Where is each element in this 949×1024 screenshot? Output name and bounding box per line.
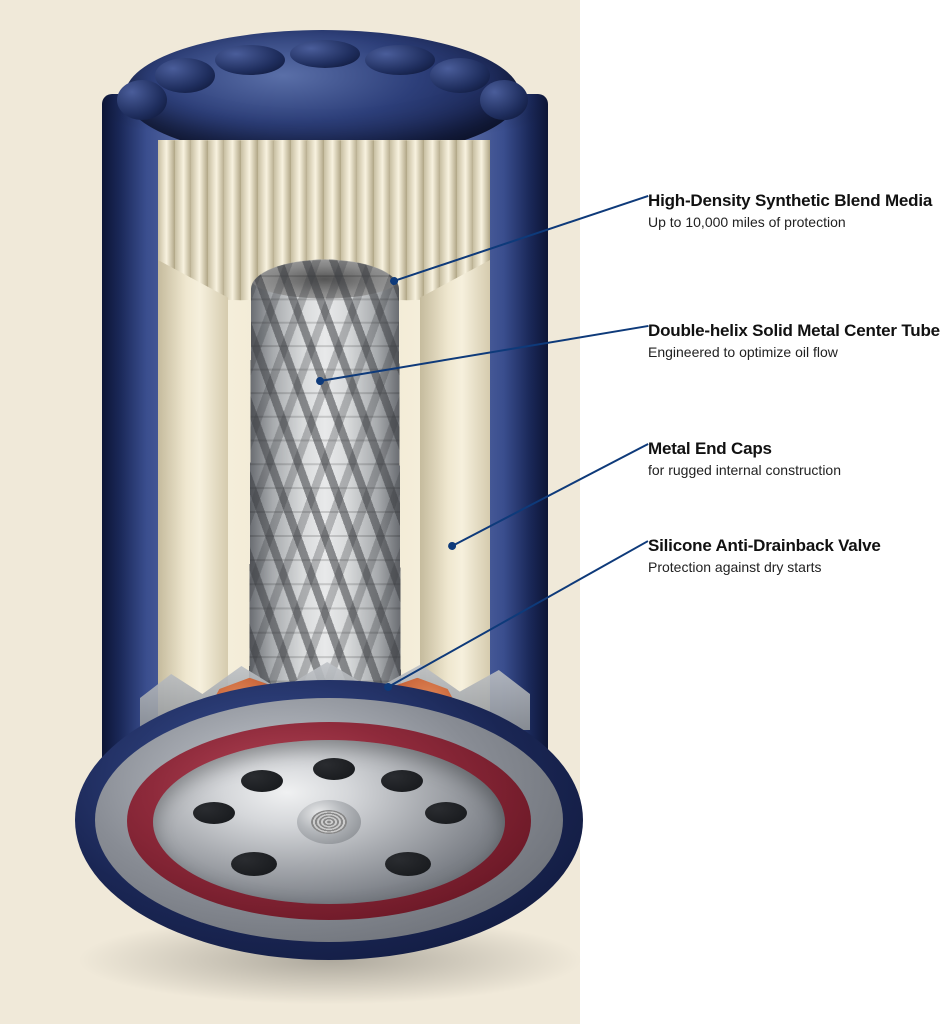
callout-tube-title: Double-helix Solid Metal Center Tube [648, 320, 948, 341]
canister-grip-flutes [125, 50, 520, 150]
bottom-assembly [75, 680, 583, 990]
callout-media-title: High-Density Synthetic Blend Media [648, 190, 948, 211]
filter-media-right-panel [420, 260, 490, 730]
callout-media: High-Density Synthetic Blend Media Up to… [648, 190, 948, 231]
callout-valve-desc: Protection against dry starts [648, 558, 948, 576]
callout-endcaps-title: Metal End Caps [648, 438, 948, 459]
callout-tube-desc: Engineered to optimize oil flow [648, 343, 948, 361]
callout-endcaps: Metal End Caps for rugged internal const… [648, 438, 948, 479]
threaded-center-outlet [297, 800, 361, 844]
callout-endcaps-desc: for rugged internal construction [648, 461, 948, 479]
base-plate [153, 740, 505, 904]
callout-valve-title: Silicone Anti-Drainback Valve [648, 535, 948, 556]
callout-media-desc: Up to 10,000 miles of protection [648, 213, 948, 231]
callout-valve: Silicone Anti-Drainback Valve Protection… [648, 535, 948, 576]
callout-tube: Double-helix Solid Metal Center Tube Eng… [648, 320, 948, 361]
oil-filter-cutaway-illustration [40, 30, 610, 990]
cutaway-interior [158, 140, 490, 740]
filter-media-left-panel [158, 260, 228, 730]
